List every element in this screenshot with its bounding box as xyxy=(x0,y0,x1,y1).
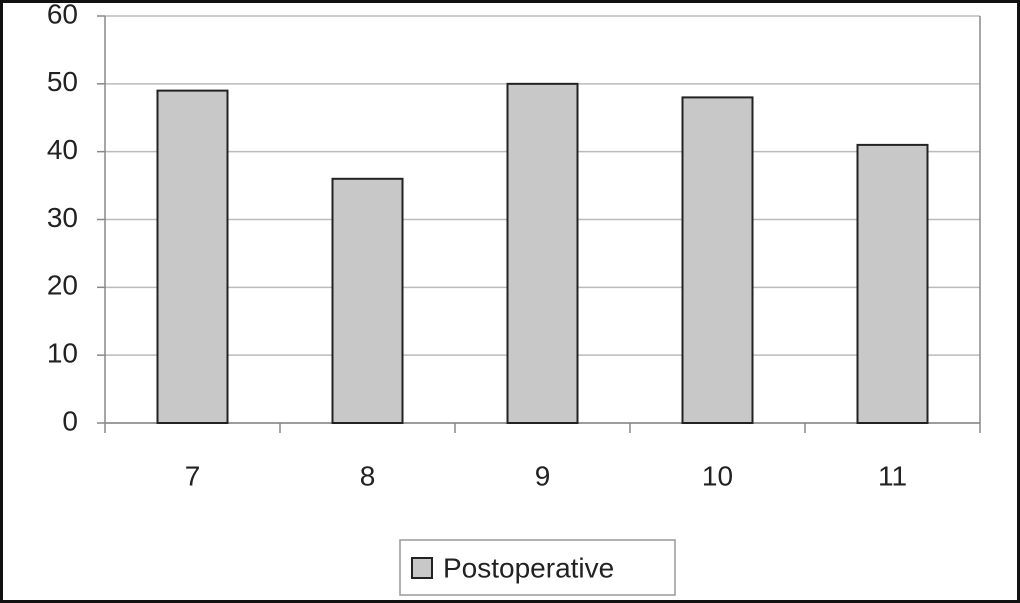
bar xyxy=(331,177,404,424)
y-tick-label: 20 xyxy=(47,270,78,301)
y-tick-label: 30 xyxy=(47,202,78,233)
x-tick-label: 8 xyxy=(360,460,376,491)
legend-label: Postoperative xyxy=(443,552,614,583)
bar xyxy=(506,82,579,424)
legend-swatch xyxy=(411,557,433,579)
bar xyxy=(856,143,929,424)
x-tick-label: 11 xyxy=(878,460,907,491)
x-tick-label: 10 xyxy=(702,460,733,491)
y-tick-label: 40 xyxy=(47,134,78,165)
bar xyxy=(156,89,229,424)
y-tick-label: 0 xyxy=(62,405,78,436)
y-tick-label: 50 xyxy=(47,66,78,97)
bar xyxy=(681,96,754,425)
x-tick-label: 9 xyxy=(535,460,551,491)
y-tick-label: 60 xyxy=(47,0,78,29)
legend-box xyxy=(399,539,676,596)
x-tick-label: 7 xyxy=(185,460,201,491)
y-tick-label: 10 xyxy=(47,338,78,369)
